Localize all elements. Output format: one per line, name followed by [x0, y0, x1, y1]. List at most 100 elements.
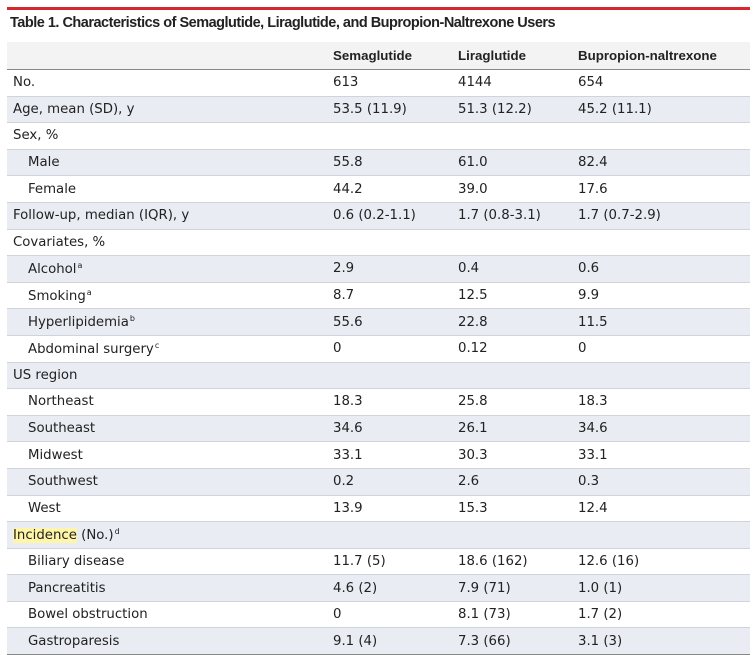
table-row: Incidence (No.)d [7, 521, 750, 549]
row-label: Follow-up, median (IQR), y [7, 202, 328, 229]
row-label: Northeast [7, 389, 328, 416]
row-label-text: Hyperlipidemia [28, 315, 129, 331]
table-row: West 13.9 15.3 12.4 [7, 495, 750, 522]
row-label: Southwest [7, 468, 328, 495]
cell-liraglutide: 51.3 (12.2) [458, 101, 532, 117]
cell-semaglutide: 13.9 [333, 500, 363, 516]
cell-bupropion-naltrexone: 654 [578, 75, 604, 91]
column-header-label [7, 42, 328, 70]
table-row: Smokinga 8.7 12.5 9.9 [7, 282, 750, 309]
cell-semaglutide: 0 [333, 341, 342, 357]
cell-bupropion-naltrexone: 0.6 [578, 261, 600, 277]
cell-liraglutide: 8.1 (73) [458, 607, 511, 623]
row-label-text: Midwest [28, 447, 83, 463]
footnote-marker: b [129, 314, 135, 324]
cell-bupropion-naltrexone: 17.6 [578, 181, 608, 197]
row-label: Covariates, % [7, 229, 328, 256]
cell-semaglutide [328, 123, 455, 150]
cell-bupropion-naltrexone: 18.3 [578, 394, 608, 410]
column-header-bupropion-naltrexone: Bupropion-naltrexone [578, 48, 717, 63]
row-label: Bowel obstruction [7, 601, 328, 628]
row-label-text: Abdominal surgery [28, 341, 154, 357]
row-label-text: Bowel obstruction [28, 607, 148, 623]
cell-liraglutide: 7.9 (71) [458, 580, 511, 596]
cell-bupropion-naltrexone: 1.7 (0.7-2.9) [578, 208, 661, 224]
row-label-text: Covariates, % [13, 234, 106, 250]
cell-bupropion-naltrexone: 12.6 (16) [578, 553, 640, 569]
cell-bupropion-naltrexone: 34.6 [578, 421, 608, 437]
table-row: Male 55.8 61.0 82.4 [7, 149, 750, 176]
table-row: Bowel obstruction 0 8.1 (73) 1.7 (2) [7, 601, 750, 628]
cell-liraglutide: 2.6 [458, 474, 480, 490]
cell-semaglutide [328, 362, 455, 389]
cell-bupropion-naltrexone [575, 522, 750, 549]
cell-liraglutide [455, 123, 575, 150]
row-label-text: Alcohol [28, 261, 77, 277]
table-row: Biliary disease 11.7 (5) 18.6 (162) 12.6 (1… [7, 548, 750, 575]
row-label-text: No. [13, 75, 36, 91]
row-label-text: Southwest [28, 474, 98, 490]
cell-bupropion-naltrexone: 1.7 (2) [578, 607, 623, 623]
row-label: No. [7, 70, 328, 97]
cell-semaglutide: 11.7 (5) [333, 553, 386, 569]
cell-bupropion-naltrexone: 1.0 (1) [578, 580, 623, 596]
row-label-text: US region [13, 367, 78, 383]
row-label: Biliary disease [7, 548, 328, 575]
cell-semaglutide [328, 522, 455, 549]
row-label-text: Southeast [28, 421, 96, 437]
highlighted-text: Incidence [13, 527, 77, 543]
row-label-text: Incidence (No.) [13, 527, 114, 543]
row-label: West [7, 495, 328, 522]
cell-semaglutide: 8.7 [333, 288, 355, 304]
row-label-text: Male [28, 155, 60, 171]
cell-bupropion-naltrexone: 82.4 [578, 155, 608, 171]
cell-liraglutide [455, 229, 575, 256]
row-label: Gastroparesis [7, 628, 328, 655]
table-row: Pancreatitis 4.6 (2) 7.9 (71) 1.0 (1) [7, 574, 750, 602]
cell-liraglutide: 39.0 [458, 181, 488, 197]
row-label-text: Pancreatitis [28, 580, 106, 596]
table-row: Hyperlipidemiab 55.6 22.8 11.5 [7, 308, 750, 336]
cell-semaglutide: 55.6 [333, 314, 363, 330]
cell-bupropion-naltrexone: 33.1 [578, 447, 608, 463]
cell-semaglutide: 0 [333, 607, 342, 623]
cell-bupropion-naltrexone [575, 362, 750, 389]
cell-liraglutide: 15.3 [458, 500, 488, 516]
cell-liraglutide: 30.3 [458, 447, 488, 463]
table-row: Age, mean (SD), y 53.5 (11.9) 51.3 (12.2) 4… [7, 96, 750, 123]
table-row: Abdominal surgeryc 0 0.12 0 [7, 335, 750, 362]
row-label-text: Northeast [28, 394, 94, 410]
column-header-liraglutide: Liraglutide [458, 48, 526, 63]
row-label: Hyperlipidemiab [7, 309, 328, 336]
table-row: Southeast 34.6 26.1 34.6 [7, 415, 750, 442]
cell-liraglutide: 1.7 (0.8-3.1) [458, 208, 541, 224]
table-row: Sex, % [7, 122, 750, 150]
cell-semaglutide: 0.6 (0.2-1.1) [333, 208, 416, 224]
cell-semaglutide: 44.2 [333, 181, 363, 197]
table-row: Gastroparesis 9.1 (4) 7.3 (66) 3.1 (3) [7, 627, 750, 655]
cell-bupropion-naltrexone [575, 123, 750, 150]
characteristics-table: Semaglutide Liraglutide Bupropion-naltre… [7, 42, 750, 655]
table-row: Alcohola 2.9 0.4 0.6 [7, 255, 750, 283]
row-label: Alcohola [7, 256, 328, 283]
row-label: Incidence (No.)d [7, 522, 328, 549]
row-label: US region [7, 362, 328, 389]
cell-liraglutide: 12.5 [458, 288, 488, 304]
row-label: Age, mean (SD), y [7, 96, 328, 123]
table-row: Midwest 33.1 30.3 33.1 [7, 441, 750, 469]
cell-bupropion-naltrexone: 11.5 [578, 314, 608, 330]
cell-semaglutide: 18.3 [333, 394, 363, 410]
cell-semaglutide: 0.2 [333, 474, 355, 490]
cell-bupropion-naltrexone: 9.9 [578, 288, 600, 304]
cell-bupropion-naltrexone: 3.1 (3) [578, 633, 623, 649]
cell-liraglutide: 18.6 (162) [458, 553, 528, 569]
footnote-marker: a [77, 260, 83, 270]
footnote-marker: c [154, 340, 160, 350]
footnote-marker: a [86, 287, 92, 297]
cell-liraglutide: 0.4 [458, 261, 480, 277]
cell-liraglutide [455, 522, 575, 549]
table-row: US region [7, 362, 750, 389]
column-header-semaglutide: Semaglutide [333, 48, 413, 63]
row-label-text: Sex, % [13, 128, 59, 144]
cell-bupropion-naltrexone: 12.4 [578, 500, 608, 516]
